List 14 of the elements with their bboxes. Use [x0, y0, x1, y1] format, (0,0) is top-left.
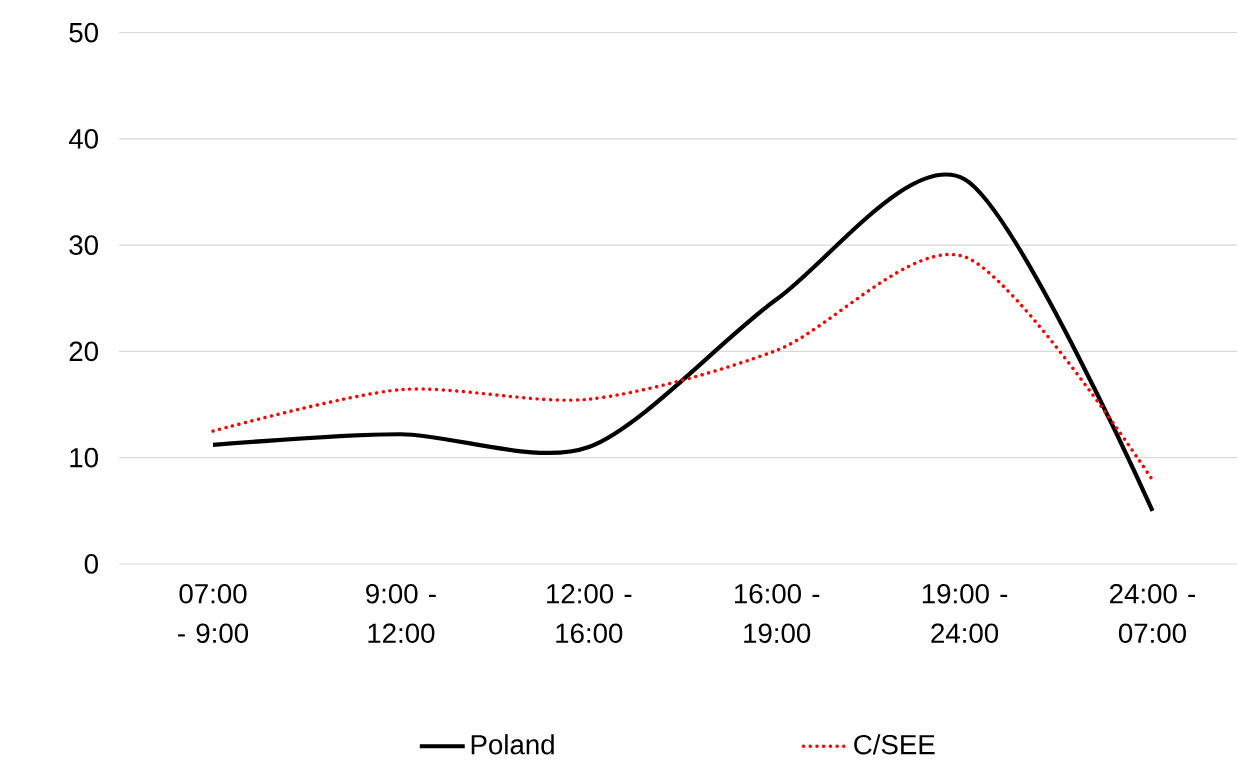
x-tick-label: 9:00 - 12:00 [366, 583, 436, 643]
y-tick-label: 0 [84, 554, 98, 574]
y-tick-label: 10 [70, 447, 98, 468]
x-tick-label: 16:00 - 19:00 [734, 583, 820, 643]
y-tick-label: 30 [69, 235, 98, 255]
y-tick-label: 50 [69, 22, 98, 43]
y-tick-label: 40 [68, 128, 98, 149]
x-tick-label: 07:00 - 9:00 [178, 583, 249, 643]
legend-label: C/SEE [854, 734, 935, 755]
x-tick-label: 12:00 - 16:00 [547, 583, 632, 643]
x-tick-label: 19:00 - 24:00 [922, 583, 1008, 643]
y-tick-label: 20 [69, 341, 98, 362]
legend-label: Poland [471, 734, 554, 755]
x-tick-label: 24:00 - 07:00 [1110, 583, 1196, 643]
